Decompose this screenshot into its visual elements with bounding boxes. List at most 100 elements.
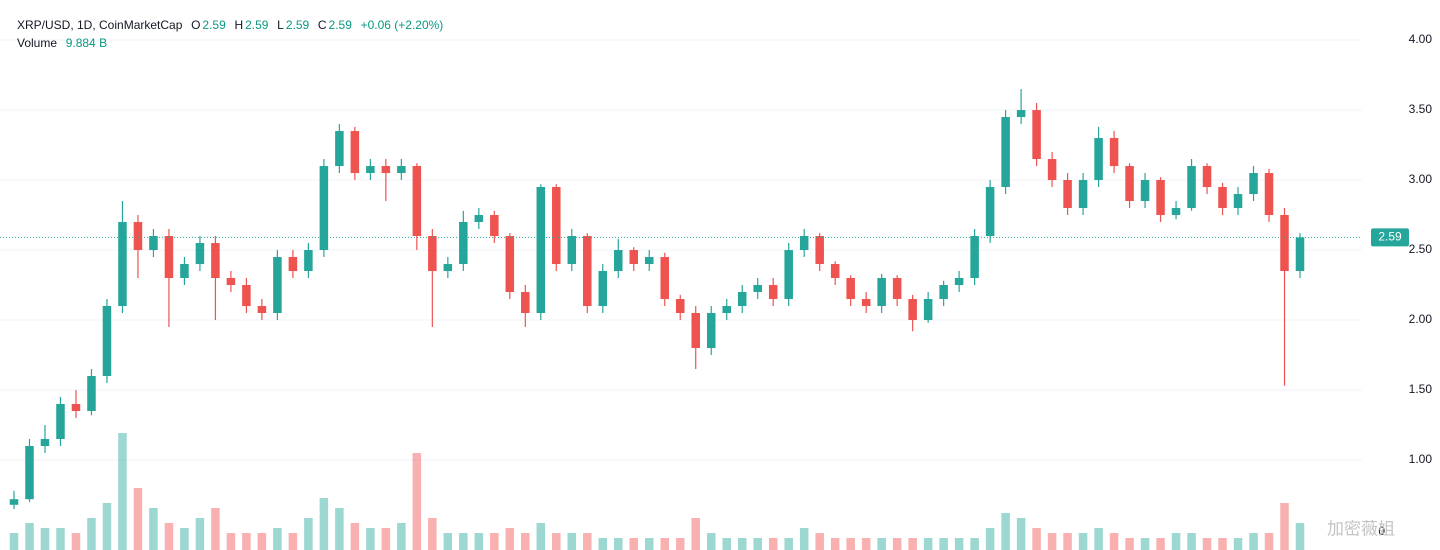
volume-bar [536, 523, 546, 550]
volume-bar [954, 538, 964, 550]
volume-bar [1280, 503, 1289, 550]
candle-body [102, 306, 112, 376]
volume-bar [706, 533, 716, 550]
candle-body [1109, 138, 1119, 167]
ohlc-value: 2.59 [245, 18, 269, 32]
volume-bar [614, 538, 623, 550]
candle-body [40, 438, 50, 446]
volume-bar [521, 533, 530, 550]
candle-body [1187, 166, 1196, 209]
volume-bar [1202, 538, 1212, 550]
volume-bar [149, 508, 158, 550]
candle-body [861, 299, 871, 307]
volume-bar [629, 538, 639, 550]
volume-bar [1109, 533, 1119, 550]
candle-body [71, 403, 81, 411]
candle-body [1016, 110, 1026, 118]
candle-body [629, 250, 639, 265]
legend-header: XRP/USD, 1D, CoinMarketCap O 2.59 H 2.59 L… [17, 16, 445, 52]
volume-bar [366, 528, 375, 550]
volume-bar [412, 453, 422, 550]
candle-body [706, 313, 716, 349]
candle-body [567, 236, 577, 265]
volume-bar [180, 528, 189, 550]
candle-body [954, 278, 964, 286]
candle-body [1047, 159, 1057, 181]
candle-body [304, 250, 313, 272]
candle-body [923, 299, 933, 321]
candle-body [242, 285, 251, 307]
candle-body [87, 375, 96, 411]
candle-body [1280, 215, 1289, 272]
candle-body [908, 299, 917, 321]
volume-bar [226, 533, 236, 550]
ohlc-label: O [191, 18, 201, 32]
ohlc-label: C [317, 18, 327, 32]
candle-body [319, 166, 329, 251]
y-tick-label: 1.50 [1409, 382, 1433, 396]
volume-bar [102, 503, 112, 550]
legend-row: Volume 9.884 B [17, 34, 445, 52]
volume-value: 9.884 B [65, 36, 108, 50]
candle-body [1063, 180, 1072, 209]
volume-bar [908, 538, 917, 550]
candle-body [459, 222, 468, 265]
candle-body [397, 166, 406, 174]
volume-bar [846, 538, 855, 550]
candle-body [830, 264, 840, 279]
candle-body [598, 271, 608, 307]
candle-body [133, 222, 143, 251]
candle-body [180, 264, 189, 279]
volume-bar [397, 523, 406, 550]
candle-body [490, 215, 499, 237]
candle-body [1295, 237, 1305, 272]
volume-bar [784, 538, 793, 550]
volume-bar [583, 533, 592, 550]
volume-bar [939, 538, 948, 550]
volume-bar [970, 538, 979, 550]
volume-bar [195, 518, 205, 550]
candle-body [521, 292, 530, 314]
volume-bar [1094, 528, 1103, 550]
candle-body [1125, 166, 1134, 202]
volume-bar [257, 533, 267, 550]
y-tick-label: 4.00 [1409, 32, 1433, 46]
volume-bar [133, 488, 143, 550]
candle-body [644, 257, 654, 265]
volume-bar [737, 538, 747, 550]
volume-bar [861, 538, 871, 550]
volume-bar [815, 533, 824, 550]
candle-body [815, 236, 824, 265]
y2-tick-label: 0 [1378, 524, 1385, 538]
volume-bar [350, 523, 360, 550]
volume-bar [40, 528, 50, 550]
volume-label: Volume [17, 36, 58, 50]
volume-bar [288, 533, 298, 550]
candle-body [1140, 180, 1150, 202]
volume-bar [1078, 533, 1088, 550]
volume-bar [1218, 538, 1227, 550]
candle-body [1032, 110, 1041, 160]
candle-body [1264, 173, 1274, 216]
candle-body [118, 222, 127, 307]
candle-body [1078, 180, 1088, 209]
volume-bar [1047, 533, 1057, 550]
y-tick-label: 2.00 [1409, 312, 1433, 326]
candle-body [381, 166, 391, 174]
candle-body [846, 278, 855, 300]
candle-body [428, 236, 437, 272]
candle-body [784, 250, 793, 300]
volume-bar [892, 538, 902, 550]
volume-bar [877, 538, 886, 550]
volume-bar [505, 528, 515, 550]
volume-bar [211, 508, 220, 550]
last-price-label: 2.59 [1378, 230, 1402, 244]
volume-bar [753, 538, 762, 550]
candle-body [1233, 194, 1243, 209]
volume-bar [428, 518, 437, 550]
volume-bar [490, 533, 499, 550]
volume-bar [660, 538, 670, 550]
volume-bar [722, 538, 731, 550]
volume-bar [443, 533, 453, 550]
